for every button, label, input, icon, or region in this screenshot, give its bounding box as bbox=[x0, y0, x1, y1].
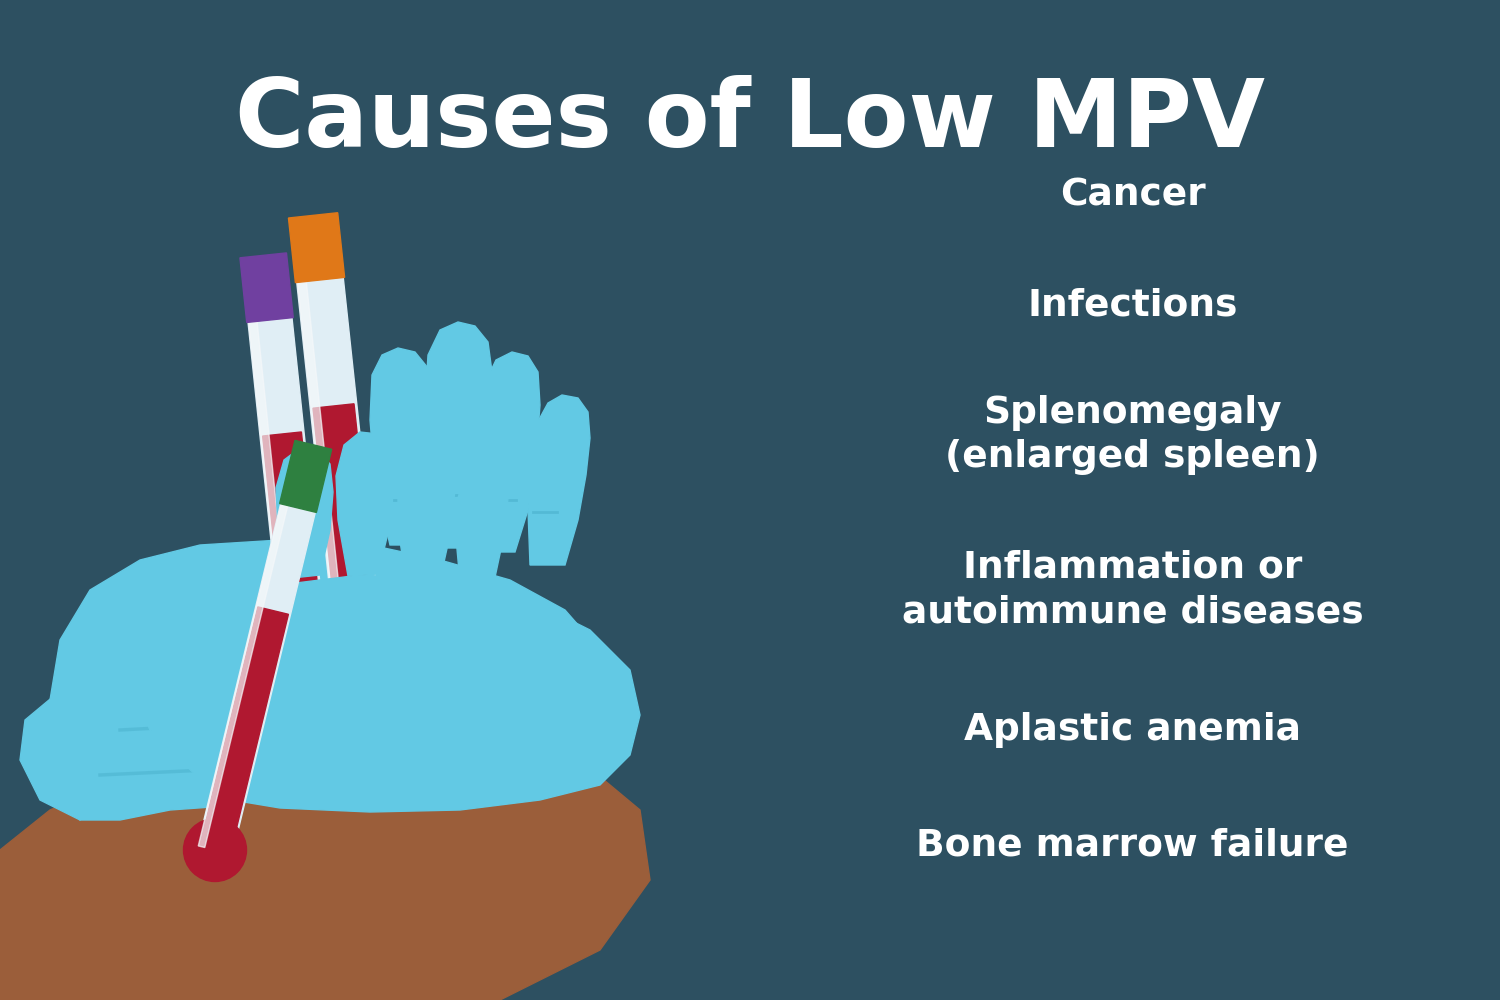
Text: Causes of Low MPV: Causes of Low MPV bbox=[236, 75, 1264, 167]
Polygon shape bbox=[480, 352, 540, 552]
Polygon shape bbox=[249, 321, 297, 702]
Ellipse shape bbox=[183, 818, 246, 882]
Ellipse shape bbox=[324, 659, 406, 741]
Text: Bone marrow failure: Bone marrow failure bbox=[916, 827, 1348, 863]
Text: Cancer: Cancer bbox=[1059, 177, 1206, 213]
Polygon shape bbox=[336, 432, 393, 576]
Text: Infections: Infections bbox=[1028, 287, 1237, 323]
Polygon shape bbox=[528, 395, 590, 565]
Polygon shape bbox=[297, 281, 351, 702]
Polygon shape bbox=[297, 278, 388, 702]
Polygon shape bbox=[456, 456, 509, 582]
Polygon shape bbox=[200, 607, 288, 854]
Polygon shape bbox=[424, 322, 492, 548]
Polygon shape bbox=[314, 404, 386, 702]
Polygon shape bbox=[198, 504, 315, 854]
Polygon shape bbox=[240, 253, 294, 322]
Ellipse shape bbox=[272, 661, 350, 739]
Polygon shape bbox=[288, 213, 345, 283]
Polygon shape bbox=[160, 740, 650, 1000]
Text: Inflammation or
autoimmune diseases: Inflammation or autoimmune diseases bbox=[902, 550, 1364, 630]
Text: Splenomegaly
(enlarged spleen): Splenomegaly (enlarged spleen) bbox=[945, 395, 1320, 475]
Polygon shape bbox=[370, 348, 432, 545]
Polygon shape bbox=[170, 575, 640, 812]
Polygon shape bbox=[398, 442, 454, 580]
Text: Aplastic anemia: Aplastic anemia bbox=[964, 712, 1300, 748]
Polygon shape bbox=[135, 636, 236, 758]
Polygon shape bbox=[276, 448, 333, 578]
Polygon shape bbox=[262, 432, 330, 702]
Polygon shape bbox=[248, 318, 332, 702]
Polygon shape bbox=[0, 780, 280, 1000]
Polygon shape bbox=[50, 540, 610, 820]
Polygon shape bbox=[20, 690, 125, 820]
Polygon shape bbox=[198, 504, 288, 848]
Polygon shape bbox=[279, 440, 332, 512]
